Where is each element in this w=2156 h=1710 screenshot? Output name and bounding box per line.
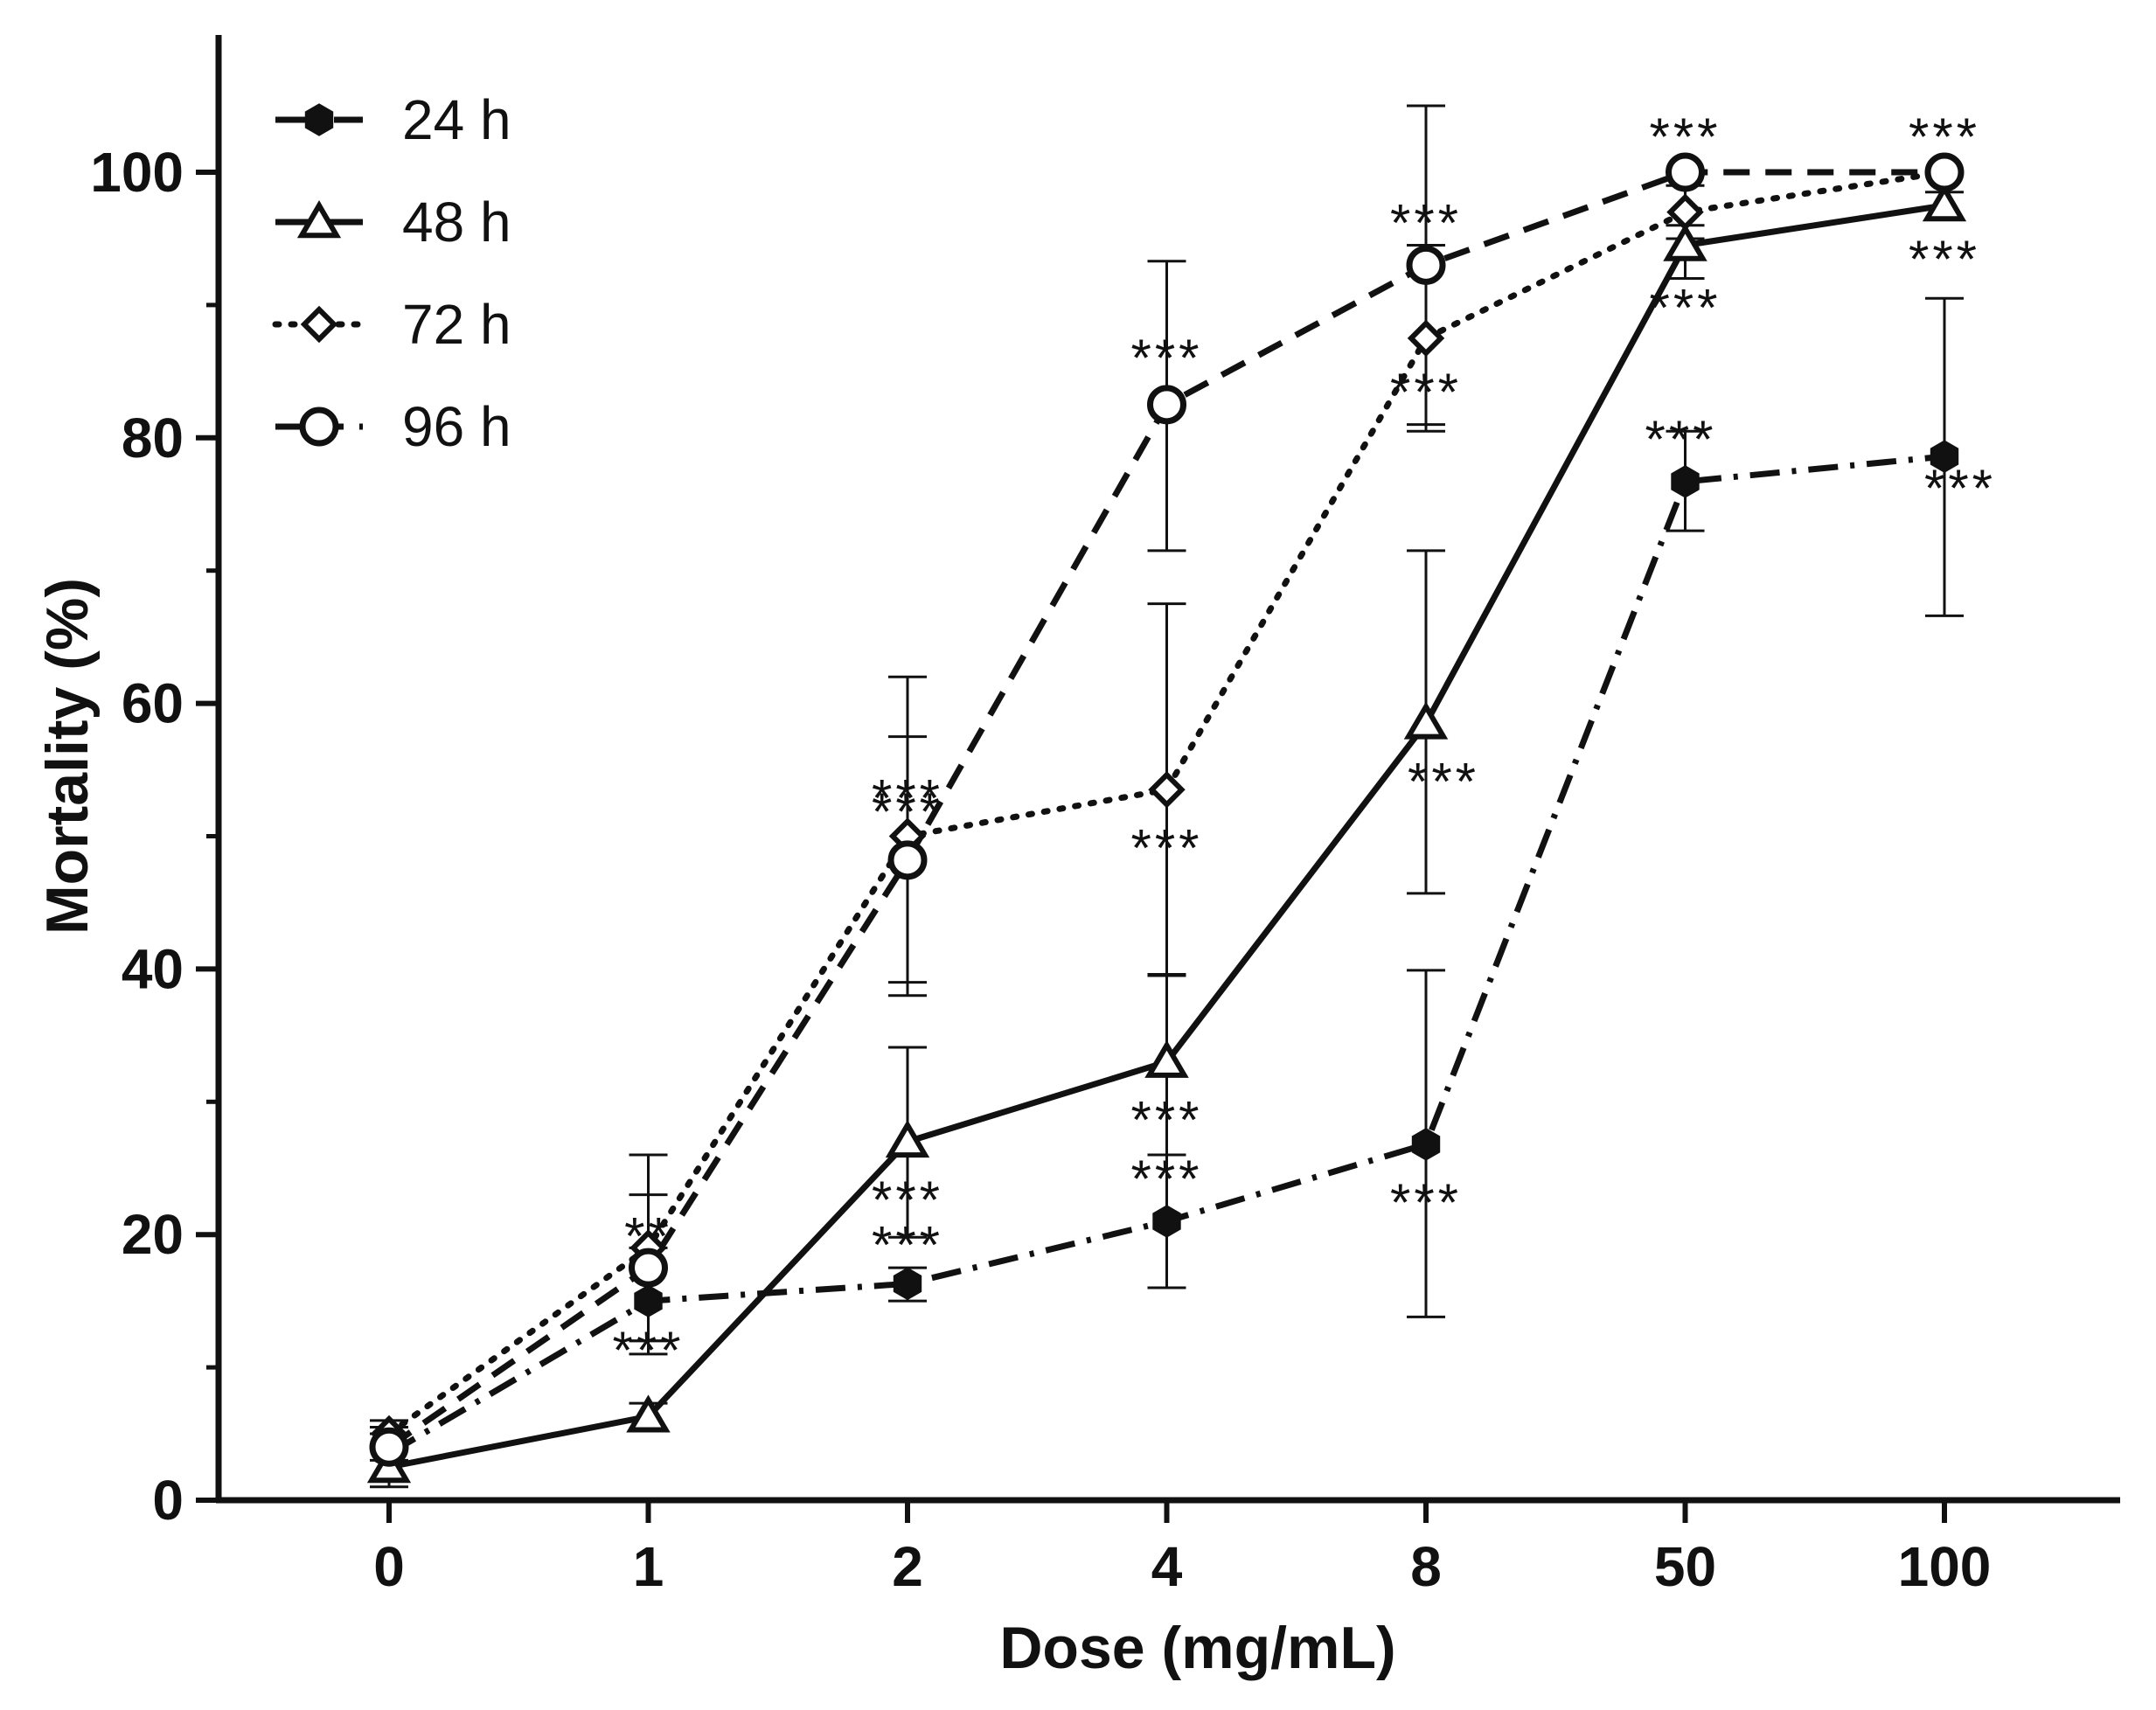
x-tick-label: 0 (373, 1535, 405, 1598)
data-point-24h-8 (1411, 1128, 1441, 1161)
data-point-72h-4 (1148, 771, 1186, 809)
legend-label-24h: 24 h (402, 88, 511, 151)
legend-marker-48h (296, 200, 342, 239)
data-point-48h-100 (1922, 184, 1967, 222)
y-tick-label: 60 (122, 672, 184, 735)
significance-label: *** (1130, 1091, 1202, 1150)
significance-label: *** (1390, 1173, 1462, 1232)
significance-label: *** (872, 769, 943, 828)
legend-label-96h: 96 h (402, 395, 511, 458)
legend-marker-24h (304, 103, 334, 136)
significance-label: *** (872, 1215, 943, 1274)
data-point-72h-50 (1666, 193, 1704, 231)
x-tick-label: 8 (1410, 1535, 1442, 1598)
significance-label: *** (1130, 818, 1202, 877)
data-point-72h-8 (1407, 319, 1445, 358)
significance-label: *** (1130, 329, 1202, 387)
significance-label: *** (872, 782, 943, 841)
legend-marker-96h (299, 407, 339, 447)
data-point-96h-2 (887, 840, 928, 880)
y-tick-label: 0 (152, 1469, 184, 1532)
legend-marker-72h (300, 305, 338, 344)
axes-layer: 0 20 40 60 80 100 0 1 2 4 8 50 100 (90, 35, 2120, 1598)
x-tick-label: 2 (892, 1535, 923, 1598)
data-point-48h-50 (1663, 223, 1707, 261)
data-point-48h-8 (1403, 701, 1449, 740)
x-tick-label: 1 (633, 1535, 664, 1598)
legend-label-48h: 48 h (402, 191, 511, 254)
significance-label: *** (612, 1321, 684, 1380)
y-tick-label: 100 (90, 141, 184, 204)
data-point-48h-4 (1144, 1039, 1189, 1078)
data-point-24h-4 (1152, 1205, 1181, 1238)
legend-label-72h: 72 h (402, 293, 511, 356)
y-tick-label: 80 (122, 407, 184, 469)
significance-label: *** (1645, 410, 1716, 469)
significance-label: *** (1649, 108, 1721, 166)
x-tick-label: 100 (1898, 1535, 1992, 1598)
significance-label: *** (1390, 193, 1462, 252)
data-point-96h-1 (629, 1248, 668, 1288)
x-axis-title: Dose (mg/mL) (999, 1615, 1395, 1681)
significance-label: *** (1649, 279, 1721, 337)
data-point-48h-1 (626, 1394, 671, 1433)
data-point-96h-100 (1924, 152, 1965, 192)
data-point-24h-50 (1671, 465, 1700, 498)
x-tick-label: 4 (1151, 1535, 1183, 1598)
significance-label: *** (1408, 752, 1479, 810)
x-tick-label: 50 (1654, 1535, 1716, 1598)
data-point-24h-2 (893, 1267, 922, 1301)
significance-label: ** (624, 1206, 672, 1265)
data-point-24h-100 (1930, 440, 1959, 473)
data-point-96h-8 (1406, 245, 1446, 285)
data-point-96h-0 (369, 1427, 409, 1467)
significance-label: *** (872, 1171, 943, 1229)
significance-label: *** (1924, 459, 1996, 518)
y-axis-title: Mortality (%) (34, 578, 101, 935)
legend: 24 h 48 h 72 h 96 h (272, 88, 511, 458)
data-point-48h-2 (885, 1119, 930, 1158)
data-point-24h-1 (634, 1284, 663, 1317)
significance-labels-layer: ********* *******************************… (612, 108, 1996, 1380)
significance-label: *** (1390, 363, 1462, 421)
significance-label: *** (1130, 1150, 1202, 1208)
significance-label: *** (1909, 108, 1980, 166)
markers-layer (366, 152, 1967, 1484)
significance-label: *** (1909, 230, 1980, 288)
y-tick-label: 20 (122, 1203, 184, 1266)
data-point-96h-4 (1147, 385, 1186, 425)
y-tick-label: 40 (122, 937, 184, 1000)
data-point-96h-50 (1666, 152, 1705, 192)
